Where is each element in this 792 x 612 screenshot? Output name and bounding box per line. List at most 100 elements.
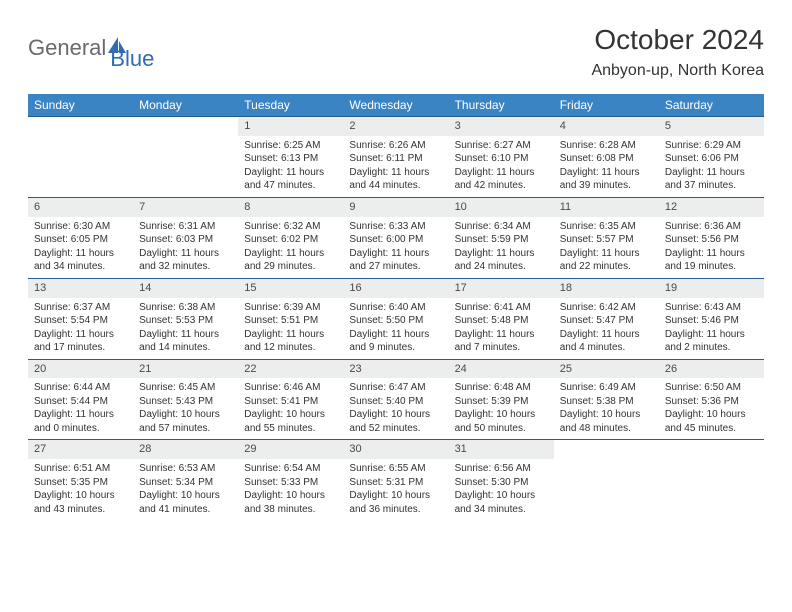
header: General Blue October 2024 Anbyon-up, Nor…	[28, 24, 764, 80]
day-details: Sunrise: 6:30 AMSunset: 6:05 PMDaylight:…	[28, 217, 133, 278]
month-title: October 2024	[591, 24, 764, 56]
calendar-cell: 19Sunrise: 6:43 AMSunset: 5:46 PMDayligh…	[659, 278, 764, 359]
calendar-cell: ..	[554, 440, 659, 520]
calendar-cell: 21Sunrise: 6:45 AMSunset: 5:43 PMDayligh…	[133, 359, 238, 440]
day-details: Sunrise: 6:55 AMSunset: 5:31 PMDaylight:…	[343, 459, 448, 520]
calendar-cell: 8Sunrise: 6:32 AMSunset: 6:02 PMDaylight…	[238, 197, 343, 278]
calendar-cell: 22Sunrise: 6:46 AMSunset: 5:41 PMDayligh…	[238, 359, 343, 440]
day-details: Sunrise: 6:38 AMSunset: 5:53 PMDaylight:…	[133, 298, 238, 359]
day-details: Sunrise: 6:36 AMSunset: 5:56 PMDaylight:…	[659, 217, 764, 278]
calendar-row: 27Sunrise: 6:51 AMSunset: 5:35 PMDayligh…	[28, 440, 764, 520]
day-details: Sunrise: 6:47 AMSunset: 5:40 PMDaylight:…	[343, 378, 448, 439]
weekday-header: Tuesday	[238, 94, 343, 117]
weekday-header: Saturday	[659, 94, 764, 117]
weekday-header-row: SundayMondayTuesdayWednesdayThursdayFrid…	[28, 94, 764, 117]
day-number: 13	[28, 279, 133, 298]
day-number: 22	[238, 360, 343, 379]
calendar-cell: 26Sunrise: 6:50 AMSunset: 5:36 PMDayligh…	[659, 359, 764, 440]
day-number: 12	[659, 198, 764, 217]
day-number: 5	[659, 117, 764, 136]
day-details: Sunrise: 6:43 AMSunset: 5:46 PMDaylight:…	[659, 298, 764, 359]
day-details: Sunrise: 6:45 AMSunset: 5:43 PMDaylight:…	[133, 378, 238, 439]
day-number: 29	[238, 440, 343, 459]
day-number: 23	[343, 360, 448, 379]
calendar-cell: 11Sunrise: 6:35 AMSunset: 5:57 PMDayligh…	[554, 197, 659, 278]
weekday-header: Thursday	[449, 94, 554, 117]
day-number: 17	[449, 279, 554, 298]
calendar-row: 20Sunrise: 6:44 AMSunset: 5:44 PMDayligh…	[28, 359, 764, 440]
calendar-row: 6Sunrise: 6:30 AMSunset: 6:05 PMDaylight…	[28, 197, 764, 278]
day-details: Sunrise: 6:51 AMSunset: 5:35 PMDaylight:…	[28, 459, 133, 520]
day-details: Sunrise: 6:37 AMSunset: 5:54 PMDaylight:…	[28, 298, 133, 359]
weekday-header: Monday	[133, 94, 238, 117]
calendar-cell: 7Sunrise: 6:31 AMSunset: 6:03 PMDaylight…	[133, 197, 238, 278]
calendar-row: 13Sunrise: 6:37 AMSunset: 5:54 PMDayligh…	[28, 278, 764, 359]
day-details: Sunrise: 6:41 AMSunset: 5:48 PMDaylight:…	[449, 298, 554, 359]
day-number: 19	[659, 279, 764, 298]
calendar-cell: 1Sunrise: 6:25 AMSunset: 6:13 PMDaylight…	[238, 117, 343, 198]
calendar-cell: 2Sunrise: 6:26 AMSunset: 6:11 PMDaylight…	[343, 117, 448, 198]
calendar-cell: 17Sunrise: 6:41 AMSunset: 5:48 PMDayligh…	[449, 278, 554, 359]
day-details: Sunrise: 6:26 AMSunset: 6:11 PMDaylight:…	[343, 136, 448, 197]
calendar-cell: 23Sunrise: 6:47 AMSunset: 5:40 PMDayligh…	[343, 359, 448, 440]
day-number: 18	[554, 279, 659, 298]
calendar-cell: 9Sunrise: 6:33 AMSunset: 6:00 PMDaylight…	[343, 197, 448, 278]
day-number: 28	[133, 440, 238, 459]
day-details: Sunrise: 6:56 AMSunset: 5:30 PMDaylight:…	[449, 459, 554, 520]
day-details: Sunrise: 6:53 AMSunset: 5:34 PMDaylight:…	[133, 459, 238, 520]
day-number: 27	[28, 440, 133, 459]
day-number: 9	[343, 198, 448, 217]
calendar-cell: 18Sunrise: 6:42 AMSunset: 5:47 PMDayligh…	[554, 278, 659, 359]
calendar-cell: 10Sunrise: 6:34 AMSunset: 5:59 PMDayligh…	[449, 197, 554, 278]
day-details: Sunrise: 6:31 AMSunset: 6:03 PMDaylight:…	[133, 217, 238, 278]
day-details: Sunrise: 6:29 AMSunset: 6:06 PMDaylight:…	[659, 136, 764, 197]
calendar-cell: ..	[28, 117, 133, 198]
weekday-header: Wednesday	[343, 94, 448, 117]
calendar-cell: 16Sunrise: 6:40 AMSunset: 5:50 PMDayligh…	[343, 278, 448, 359]
title-block: October 2024 Anbyon-up, North Korea	[591, 24, 764, 80]
calendar-cell: 12Sunrise: 6:36 AMSunset: 5:56 PMDayligh…	[659, 197, 764, 278]
day-details: Sunrise: 6:46 AMSunset: 5:41 PMDaylight:…	[238, 378, 343, 439]
calendar-cell: 20Sunrise: 6:44 AMSunset: 5:44 PMDayligh…	[28, 359, 133, 440]
calendar-cell: 27Sunrise: 6:51 AMSunset: 5:35 PMDayligh…	[28, 440, 133, 520]
day-number: 14	[133, 279, 238, 298]
calendar-cell: 6Sunrise: 6:30 AMSunset: 6:05 PMDaylight…	[28, 197, 133, 278]
calendar-cell: 25Sunrise: 6:49 AMSunset: 5:38 PMDayligh…	[554, 359, 659, 440]
day-number: 30	[343, 440, 448, 459]
calendar-cell: 30Sunrise: 6:55 AMSunset: 5:31 PMDayligh…	[343, 440, 448, 520]
day-details: Sunrise: 6:39 AMSunset: 5:51 PMDaylight:…	[238, 298, 343, 359]
day-details: Sunrise: 6:33 AMSunset: 6:00 PMDaylight:…	[343, 217, 448, 278]
day-number: 4	[554, 117, 659, 136]
day-details: Sunrise: 6:40 AMSunset: 5:50 PMDaylight:…	[343, 298, 448, 359]
day-number: 3	[449, 117, 554, 136]
weekday-header: Sunday	[28, 94, 133, 117]
day-number: 7	[133, 198, 238, 217]
day-number: 16	[343, 279, 448, 298]
location: Anbyon-up, North Korea	[591, 62, 764, 80]
day-details: Sunrise: 6:34 AMSunset: 5:59 PMDaylight:…	[449, 217, 554, 278]
calendar-cell: 28Sunrise: 6:53 AMSunset: 5:34 PMDayligh…	[133, 440, 238, 520]
calendar-cell: 4Sunrise: 6:28 AMSunset: 6:08 PMDaylight…	[554, 117, 659, 198]
calendar-cell: 15Sunrise: 6:39 AMSunset: 5:51 PMDayligh…	[238, 278, 343, 359]
day-number: 1	[238, 117, 343, 136]
day-details: Sunrise: 6:32 AMSunset: 6:02 PMDaylight:…	[238, 217, 343, 278]
day-details: Sunrise: 6:42 AMSunset: 5:47 PMDaylight:…	[554, 298, 659, 359]
logo-text-general: General	[28, 35, 106, 61]
day-details: Sunrise: 6:49 AMSunset: 5:38 PMDaylight:…	[554, 378, 659, 439]
day-number: 25	[554, 360, 659, 379]
day-number: 15	[238, 279, 343, 298]
day-number: 11	[554, 198, 659, 217]
day-details: Sunrise: 6:50 AMSunset: 5:36 PMDaylight:…	[659, 378, 764, 439]
day-number: 6	[28, 198, 133, 217]
day-details: Sunrise: 6:44 AMSunset: 5:44 PMDaylight:…	[28, 378, 133, 439]
day-details: Sunrise: 6:54 AMSunset: 5:33 PMDaylight:…	[238, 459, 343, 520]
day-number: 20	[28, 360, 133, 379]
day-details: Sunrise: 6:28 AMSunset: 6:08 PMDaylight:…	[554, 136, 659, 197]
calendar-body: .... 1Sunrise: 6:25 AMSunset: 6:13 PMDayl…	[28, 117, 764, 521]
day-number: 2	[343, 117, 448, 136]
day-details: Sunrise: 6:48 AMSunset: 5:39 PMDaylight:…	[449, 378, 554, 439]
day-number: 21	[133, 360, 238, 379]
calendar-cell: 24Sunrise: 6:48 AMSunset: 5:39 PMDayligh…	[449, 359, 554, 440]
logo-text-blue: Blue	[110, 46, 154, 72]
day-number: 31	[449, 440, 554, 459]
